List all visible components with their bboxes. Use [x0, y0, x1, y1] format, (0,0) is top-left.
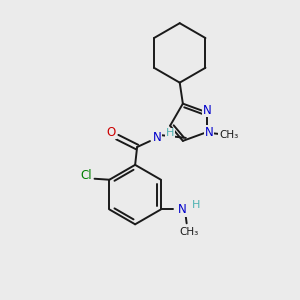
Text: H: H — [192, 200, 201, 211]
Text: N: N — [202, 104, 211, 117]
Text: CH₃: CH₃ — [179, 227, 198, 237]
Text: O: O — [107, 126, 116, 139]
Text: N: N — [204, 126, 213, 139]
Text: N: N — [178, 203, 187, 216]
Text: N: N — [153, 130, 161, 144]
Text: Cl: Cl — [81, 169, 92, 182]
Text: H: H — [166, 128, 174, 138]
Text: CH₃: CH₃ — [219, 130, 238, 140]
